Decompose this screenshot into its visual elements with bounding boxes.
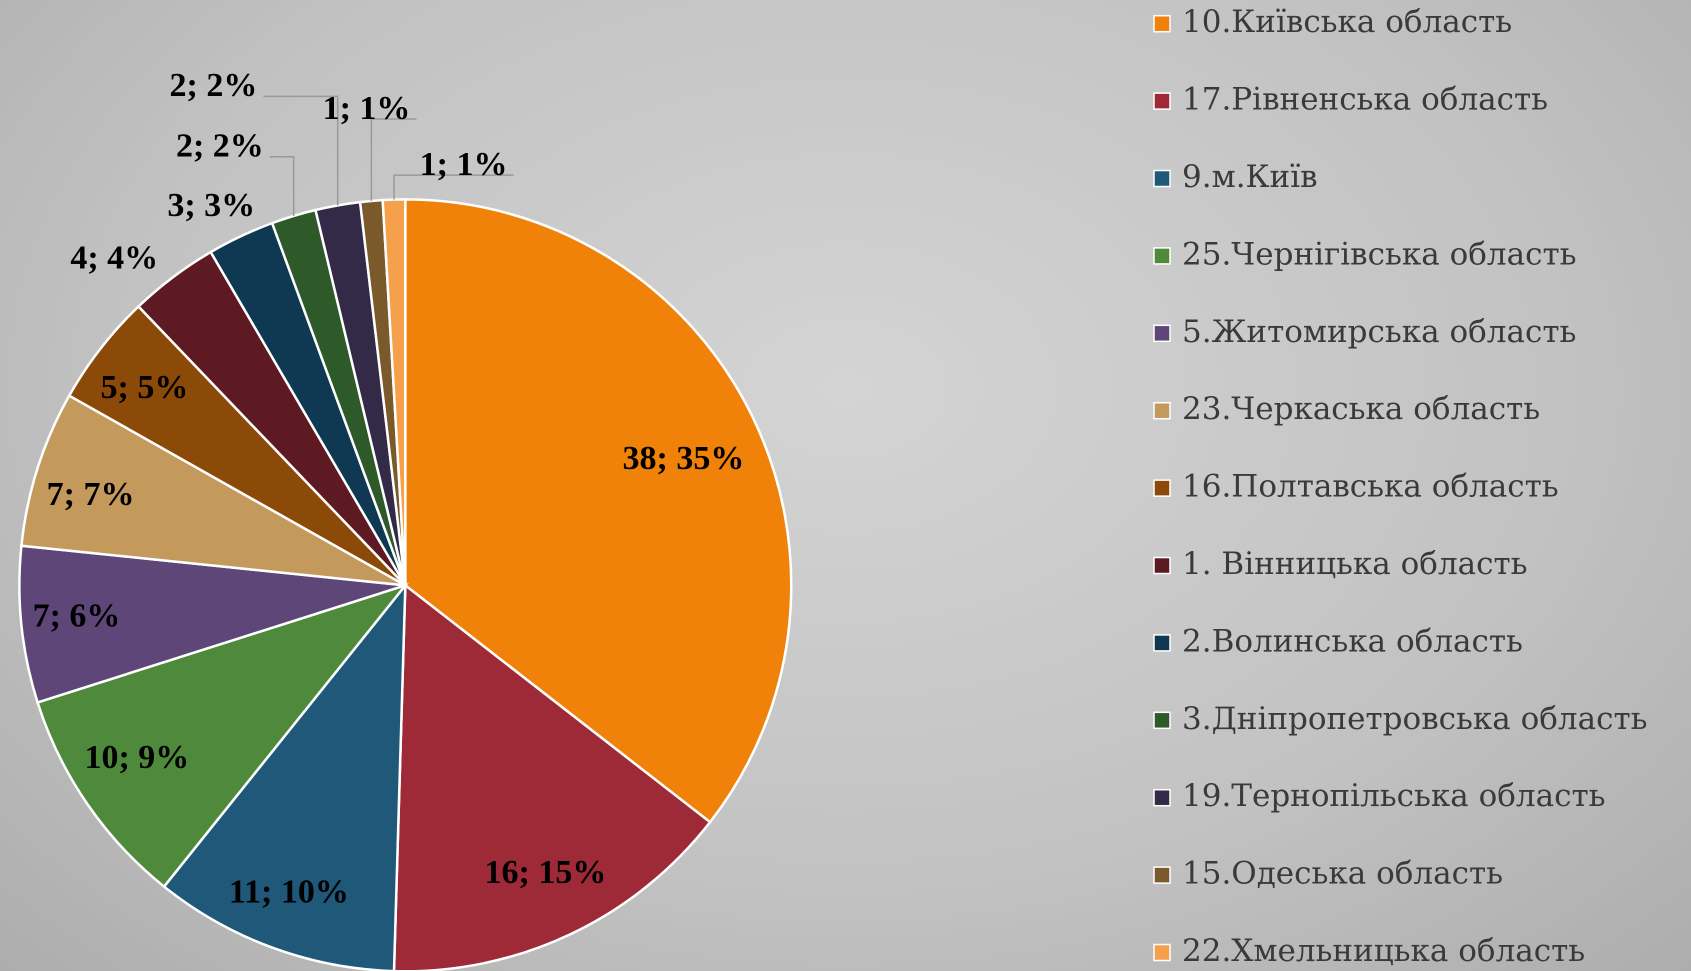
legend-swatch xyxy=(1153,866,1171,884)
legend-label: 1. Вінницька область xyxy=(1182,546,1528,582)
pie-slice xyxy=(162,581,407,971)
legend-swatch xyxy=(1153,556,1171,575)
leader-line xyxy=(393,174,514,200)
data-label: 11; 10% xyxy=(229,874,349,911)
pie-slice xyxy=(20,393,406,587)
data-label: 1; 1% xyxy=(323,90,411,127)
data-label: 1; 1% xyxy=(420,146,508,183)
data-label: 10; 9% xyxy=(84,739,189,776)
legend-label: 17.Рівненська область xyxy=(1182,82,1548,118)
pie-slice xyxy=(392,582,712,971)
legend-label: 5.Житомирська область xyxy=(1182,314,1576,350)
pie-slice xyxy=(18,544,406,705)
legend-swatch xyxy=(1153,788,1171,807)
data-label: 2; 2% xyxy=(176,128,264,165)
data-label: 16; 15% xyxy=(485,854,607,891)
legend-label: 25.Чернігівська область xyxy=(1182,236,1576,272)
legend-label: 19.Тернопільська область xyxy=(1182,778,1605,814)
data-label: 5; 5% xyxy=(101,369,189,406)
legend-label: 16.Полтавська область xyxy=(1182,469,1559,505)
legend-swatch xyxy=(1153,169,1171,188)
leader-line xyxy=(269,156,295,216)
legend-label: 10.Київська область xyxy=(1182,4,1512,40)
legend-label: 3.Дніпропетровська область xyxy=(1182,701,1647,737)
legend-swatch xyxy=(1153,634,1171,652)
data-label: 3; 3% xyxy=(167,187,255,224)
data-label: 7; 7% xyxy=(47,476,135,513)
legend-label: 2.Волинська область xyxy=(1182,623,1523,659)
data-label: 2; 2% xyxy=(170,67,258,104)
leader-line xyxy=(370,118,417,201)
legend-label: 9.м.Київ xyxy=(1182,159,1318,195)
legend-swatch xyxy=(1153,711,1171,730)
leader-line xyxy=(263,95,339,206)
legend-swatch xyxy=(1153,324,1171,343)
data-label: 38; 35% xyxy=(623,440,745,477)
legend-swatch xyxy=(1153,479,1171,497)
pie-slice xyxy=(36,582,409,889)
legend-label: 15.Одеська область xyxy=(1182,856,1503,892)
pie-slice xyxy=(404,198,793,824)
legend-label: 23.Черкаська область xyxy=(1182,391,1540,427)
data-label: 4; 4% xyxy=(70,240,158,277)
legend-swatch xyxy=(1153,14,1171,33)
legend-label: 22.Хмельницька область xyxy=(1182,933,1585,969)
legend-swatch xyxy=(1153,92,1171,110)
legend-swatch xyxy=(1153,247,1171,265)
legend-swatch xyxy=(1153,401,1171,420)
legend-swatch xyxy=(1153,943,1171,962)
data-label: 7; 6% xyxy=(33,598,121,635)
